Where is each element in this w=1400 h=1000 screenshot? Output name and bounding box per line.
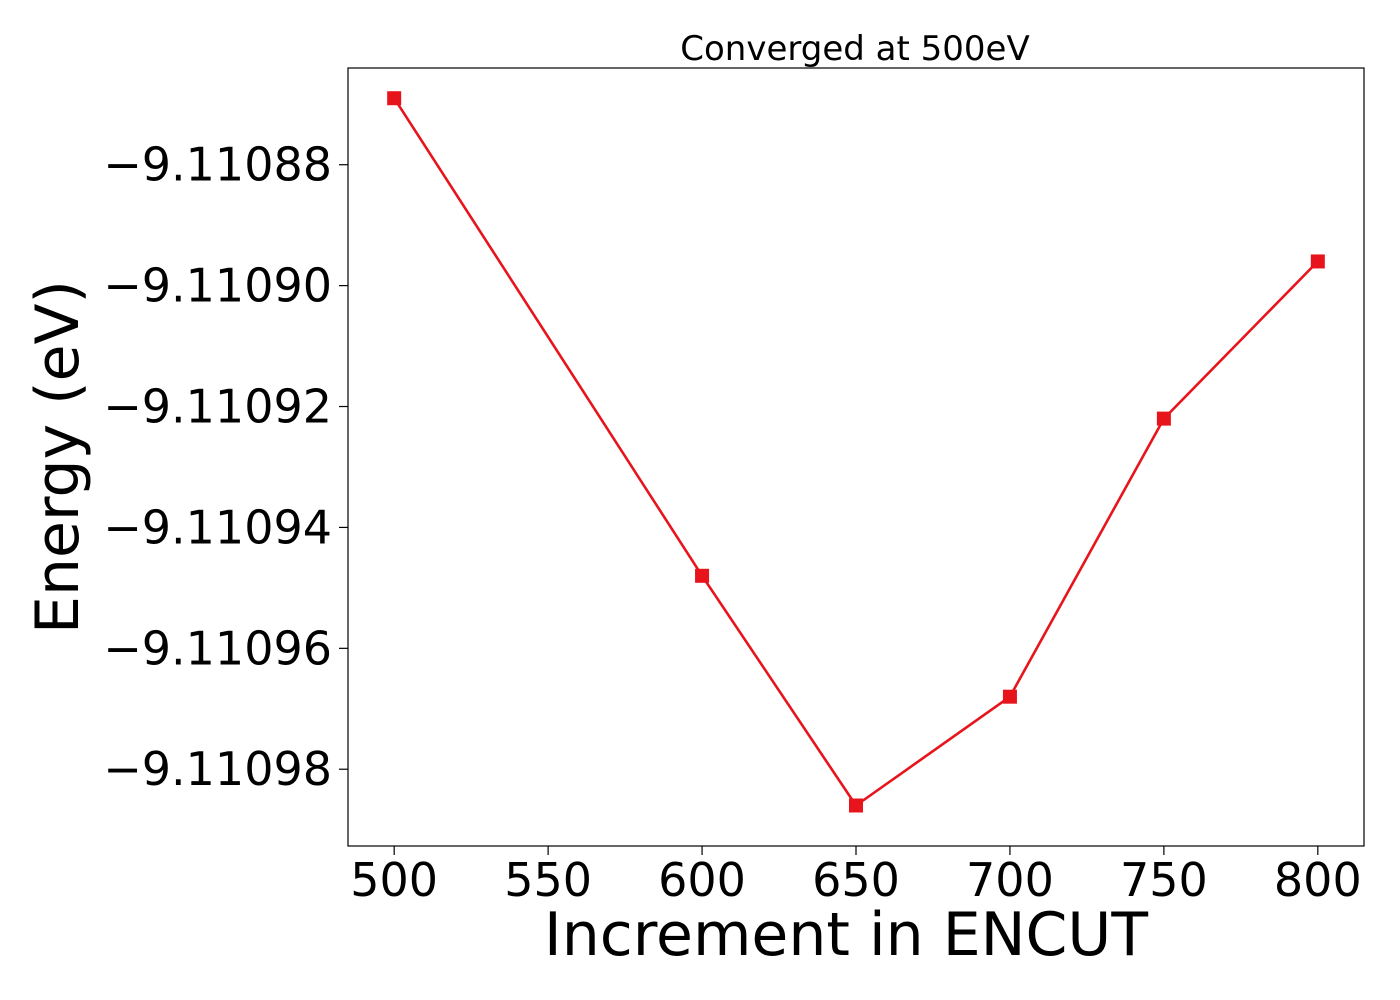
x-tick-label: 500 — [350, 853, 438, 907]
y-tick-label: −9.11088 — [103, 138, 332, 192]
plot-frame — [347, 67, 1365, 847]
x-axis: 500 550 600 650 700 750 800 — [350, 846, 1362, 907]
y-axis: −9.11088 −9.11090 −9.11092 −9.11094 −9.11096… — [103, 138, 348, 796]
plot-area — [347, 67, 1365, 847]
x-tick-label: 550 — [504, 853, 592, 907]
series-line — [393, 97, 1319, 807]
data-point-marker — [387, 91, 402, 106]
data-markers — [387, 91, 1325, 813]
data-point-marker — [1310, 254, 1325, 269]
y-tick-label: −9.11090 — [103, 259, 332, 313]
y-tick-label: −9.11094 — [103, 500, 332, 554]
data-point-marker — [695, 568, 710, 583]
y-tick-label: −9.11098 — [103, 742, 332, 796]
y-tick-label: −9.11092 — [103, 380, 332, 434]
data-point-marker — [1156, 411, 1171, 426]
data-point-marker — [1002, 689, 1017, 704]
x-tick-label: 750 — [1120, 853, 1208, 907]
x-tick-label: 600 — [658, 853, 746, 907]
x-tick-label: 800 — [1274, 853, 1362, 907]
x-tick-label: 700 — [966, 853, 1054, 907]
y-tick-label: −9.11096 — [103, 621, 332, 675]
chart-title: Converged at 500eV — [680, 29, 1029, 69]
x-tick-label: 650 — [812, 853, 900, 907]
data-point-marker — [849, 798, 863, 813]
x-axis-label: Increment in ENCUT — [544, 900, 1148, 970]
y-axis-label: Energy (eV) — [23, 280, 93, 634]
